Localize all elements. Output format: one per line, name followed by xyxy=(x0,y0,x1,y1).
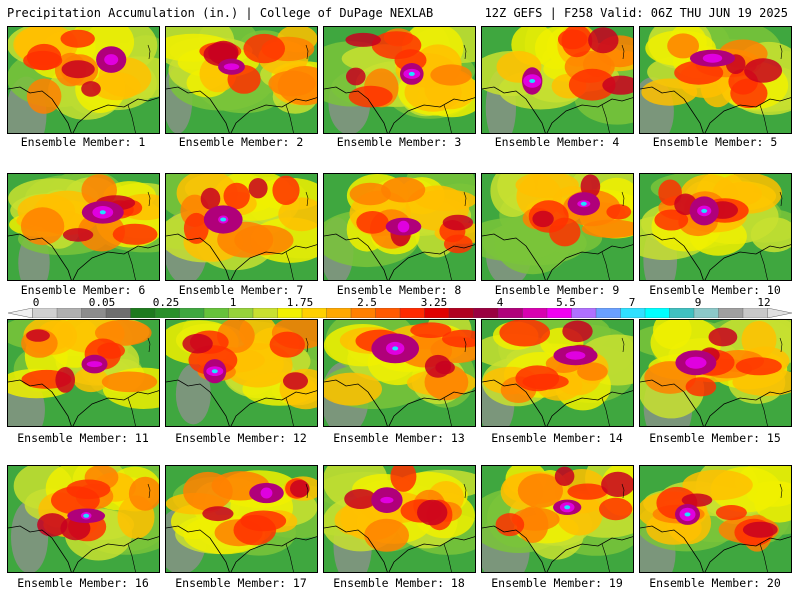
color-scale-arrow-right xyxy=(767,308,792,318)
color-scale-swatch xyxy=(375,308,401,318)
color-scale-swatch xyxy=(301,308,328,318)
color-scale-swatch xyxy=(546,308,573,318)
color-scale-swatch xyxy=(154,308,181,318)
color-scale-swatch xyxy=(350,308,377,318)
color-scale-swatch xyxy=(105,308,132,318)
ensemble-member-map xyxy=(7,319,160,427)
ensemble-member-label: Ensemble Member: 5 xyxy=(652,135,778,149)
color-scale-tick-label: 0 xyxy=(32,296,40,309)
ensemble-member-map xyxy=(323,26,476,134)
ensemble-member-label: Ensemble Member: 15 xyxy=(649,431,781,445)
color-scale-tick-label: 5.5 xyxy=(556,296,576,309)
header-valid-time: 12Z GEFS | F258 Valid: 06Z THU JUN 19 20… xyxy=(484,6,788,20)
ensemble-member-label: Ensemble Member: 14 xyxy=(491,431,623,445)
color-scale-swatch xyxy=(424,308,450,318)
ensemble-member-label: Ensemble Member: 2 xyxy=(178,135,304,149)
color-scale-swatch xyxy=(718,308,744,318)
color-scale-swatch xyxy=(473,308,499,318)
color-scale-swatch xyxy=(56,308,83,318)
ensemble-member-map xyxy=(165,465,318,573)
ensemble-member-map xyxy=(165,319,318,427)
ensemble-member-map xyxy=(481,26,634,134)
color-scale-tick-label: 0.25 xyxy=(152,296,180,309)
ensemble-member-label: Ensemble Member: 3 xyxy=(336,135,462,149)
color-scale-swatch xyxy=(130,308,156,318)
ensemble-member-map xyxy=(323,465,476,573)
ensemble-member-label: Ensemble Member: 13 xyxy=(333,431,465,445)
ensemble-member-label: Ensemble Member: 17 xyxy=(175,576,307,590)
ensemble-member-label: Ensemble Member: 18 xyxy=(333,576,465,590)
ensemble-member-map xyxy=(165,173,318,281)
ensemble-member-label: Ensemble Member: 12 xyxy=(175,431,307,445)
color-scale-swatch xyxy=(620,308,646,318)
color-scale-swatch xyxy=(693,308,720,318)
ensemble-member-label: Ensemble Member: 10 xyxy=(649,283,781,297)
header: Precipitation Accumulation (in.) | Colle… xyxy=(0,0,800,26)
ensemble-member-label: Ensemble Member: 19 xyxy=(491,576,623,590)
color-scale-swatch xyxy=(326,308,352,318)
ensemble-member-label: Ensemble Member: 16 xyxy=(17,576,149,590)
ensemble-member-label: Ensemble Member: 1 xyxy=(20,135,146,149)
color-scale-tick-label: 9 xyxy=(694,296,702,309)
ensemble-member-label: Ensemble Member: 20 xyxy=(649,576,781,590)
ensemble-member-map xyxy=(481,319,634,427)
color-scale-swatch xyxy=(497,308,524,318)
ensemble-member-label: Ensemble Member: 7 xyxy=(178,283,304,297)
ensemble-member-map xyxy=(639,26,792,134)
color-scale-swatch xyxy=(571,308,597,318)
color-scale-swatch xyxy=(203,308,230,318)
ensemble-member-label: Ensemble Member: 9 xyxy=(494,283,620,297)
color-scale-swatch xyxy=(252,308,279,318)
ensemble-member-map xyxy=(481,465,634,573)
color-scale-swatch xyxy=(522,308,548,318)
header-title: Precipitation Accumulation (in.) | Colle… xyxy=(7,6,434,20)
ensemble-member-map xyxy=(323,173,476,281)
ensemble-member-map xyxy=(481,173,634,281)
color-scale-swatch xyxy=(399,308,426,318)
color-scale-tick-label: 4 xyxy=(496,296,504,309)
color-scale-swatch xyxy=(81,308,107,318)
ensemble-member-map xyxy=(639,173,792,281)
color-scale-swatch xyxy=(228,308,254,318)
ensemble-member-label: Ensemble Member: 8 xyxy=(336,283,462,297)
ensemble-member-map xyxy=(165,26,318,134)
color-scale-swatch xyxy=(595,308,622,318)
color-scale-tick-label: 7 xyxy=(628,296,636,309)
color-scale: 0 0.05 0.25 1 1.75 2.5 3.25 4 5.5 7 9 12 xyxy=(0,296,800,320)
ensemble-member-label: Ensemble Member: 11 xyxy=(17,431,149,445)
color-scale-bar xyxy=(8,308,792,318)
color-scale-arrow-left xyxy=(8,308,33,318)
color-scale-swatch xyxy=(644,308,671,318)
color-scale-tick-label: 12 xyxy=(757,296,771,309)
color-scale-swatch xyxy=(669,308,695,318)
color-scale-tick-label: 0.05 xyxy=(88,296,116,309)
color-scale-tick-label: 2.5 xyxy=(357,296,377,309)
ensemble-member-map xyxy=(7,26,160,134)
ensemble-member-map xyxy=(639,465,792,573)
color-scale-swatch xyxy=(448,308,475,318)
ensemble-member-map xyxy=(7,465,160,573)
ensemble-member-label: Ensemble Member: 4 xyxy=(494,135,620,149)
color-scale-tick-label: 1.75 xyxy=(286,296,314,309)
color-scale-tick-label: 1 xyxy=(229,296,237,309)
color-scale-tick-label: 3.25 xyxy=(420,296,448,309)
ensemble-member-map xyxy=(323,319,476,427)
color-scale-swatch xyxy=(179,308,205,318)
color-scale-swatch xyxy=(32,308,58,318)
ensemble-member-map xyxy=(639,319,792,427)
color-scale-swatch xyxy=(277,308,303,318)
ensemble-member-map xyxy=(7,173,160,281)
ensemble-member-label: Ensemble Member: 6 xyxy=(20,283,146,297)
color-scale-swatch xyxy=(742,308,769,318)
